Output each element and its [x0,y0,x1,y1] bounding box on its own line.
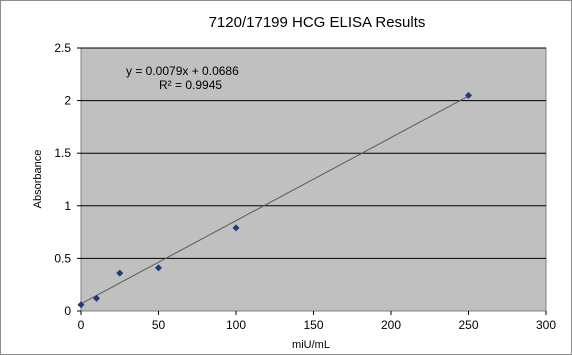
data-point [465,91,472,99]
y-tick-label: 2 [64,94,71,108]
x-axis-ticks: 0 50 100 150 200 250 300 [78,311,556,332]
trendline [80,95,469,305]
y-tick-label: 1 [64,199,71,213]
r-squared-annotation: R² = 0.9945 [159,78,222,92]
x-axis-title: miU/mL [292,339,330,351]
data-point [155,264,162,272]
data-point [77,301,85,309]
data-point [232,224,240,232]
y-tick-label: 0 [64,304,71,318]
y-axis-title: Absorbance [32,150,44,209]
data-point [93,294,100,302]
y-tick-label: 0.5 [54,251,71,265]
x-tick-label: 100 [226,318,246,332]
y-tick-label: 1.5 [54,146,71,160]
x-tick-label: 300 [536,318,556,332]
x-tick-label: 250 [458,318,478,332]
data-points [77,91,472,309]
x-tick-label: 0 [78,318,85,332]
x-tick-label: 200 [381,318,401,332]
x-tick-label: 150 [303,318,323,332]
equation-annotation: y = 0.0079x + 0.0686 [126,64,239,78]
gridlines [81,47,546,259]
y-tick-label: 2.5 [54,41,71,55]
x-tick-label: 50 [152,318,166,332]
y-axis-ticks: 0 0.5 1 1.5 2 2.5 [54,41,81,318]
trendline-layer [80,95,469,305]
data-point [116,269,124,277]
chart-title: 7120/17199 HCG ELISA Results [209,14,426,31]
